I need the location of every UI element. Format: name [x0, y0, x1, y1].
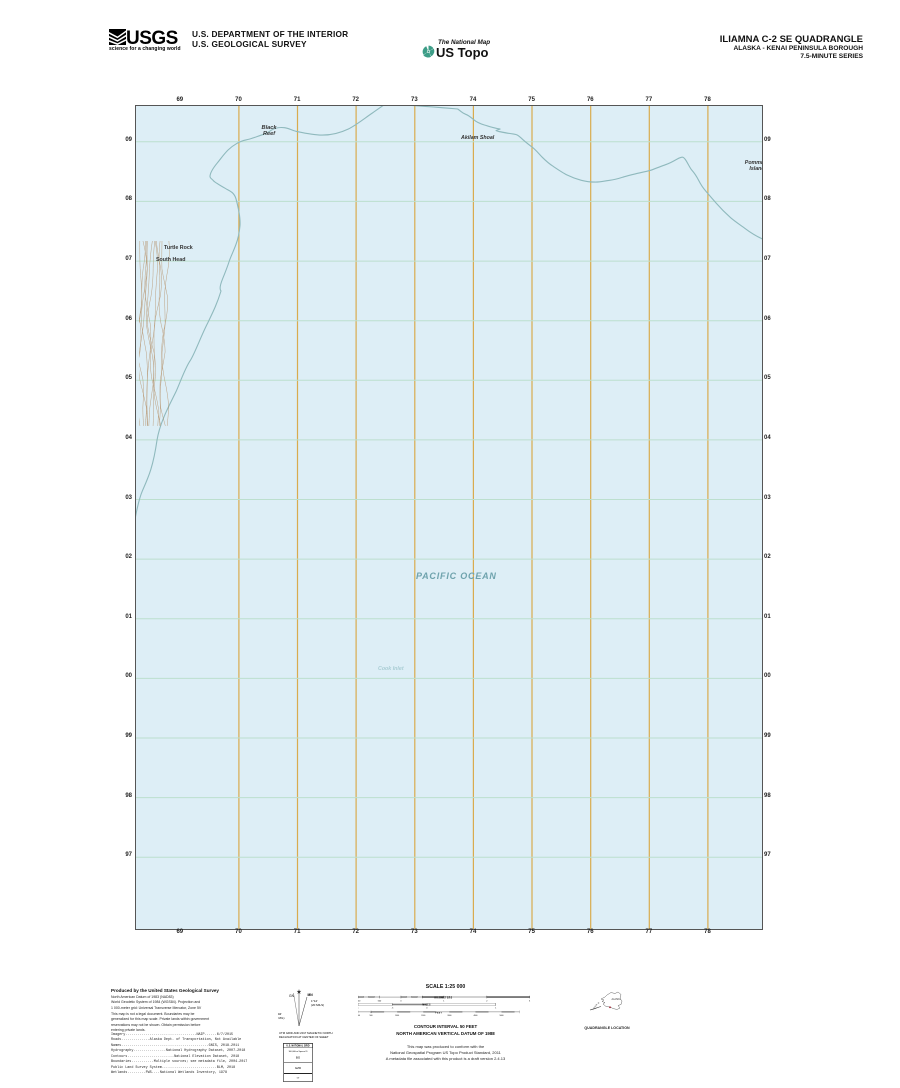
svg-text:FEET: FEET	[435, 1012, 442, 1014]
svg-text:500: 500	[370, 1015, 373, 1017]
svg-text:(1 MIL): (1 MIL)	[278, 1016, 285, 1020]
svg-text:BG: BG	[296, 1056, 301, 1060]
svg-text:(20 MILS): (20 MILS)	[311, 1003, 324, 1007]
svg-text:1: 1	[443, 1000, 445, 1002]
svg-text:0: 0	[426, 1007, 428, 1009]
svg-text:1: 1	[358, 1007, 359, 1009]
svg-text:3: 3	[529, 1000, 531, 1002]
svg-text:1000: 1000	[395, 1015, 399, 1017]
svg-text:MILES: MILES	[422, 1004, 431, 1006]
svg-text:1000: 1000	[358, 1015, 360, 1017]
svg-text:3000: 3000	[447, 1015, 451, 1017]
svg-text:2000: 2000	[421, 1015, 425, 1017]
svg-text:KILOMETERS: KILOMETERS	[435, 998, 453, 1000]
svg-text:GZD: GZD	[295, 1066, 302, 1070]
svg-text:500: 500	[378, 1000, 382, 1002]
svg-text:2: 2	[486, 1000, 488, 1002]
svg-text:U.S. NATIONAL GRID: U.S. NATIONAL GRID	[286, 1044, 309, 1047]
svg-text:100,000-m Square ID: 100,000-m Square ID	[288, 1051, 308, 1053]
svg-text:.5: .5	[392, 1007, 395, 1009]
svg-text:MN: MN	[308, 993, 314, 997]
svg-text:GN: GN	[289, 994, 295, 998]
svg-text:5000: 5000	[500, 1015, 504, 1017]
svg-text:1: 1	[495, 1007, 497, 1009]
svg-text:0: 0	[371, 1012, 372, 1014]
svg-text:0: 0	[400, 1000, 402, 1002]
svg-text:DECLINATION AT CENTER OF SHEET: DECLINATION AT CENTER OF SHEET	[279, 1035, 329, 1039]
svg-text:4000: 4000	[473, 1015, 477, 1017]
svg-text:ALASKA: ALASKA	[612, 998, 622, 1001]
svg-text:1000: 1000	[358, 1000, 361, 1002]
